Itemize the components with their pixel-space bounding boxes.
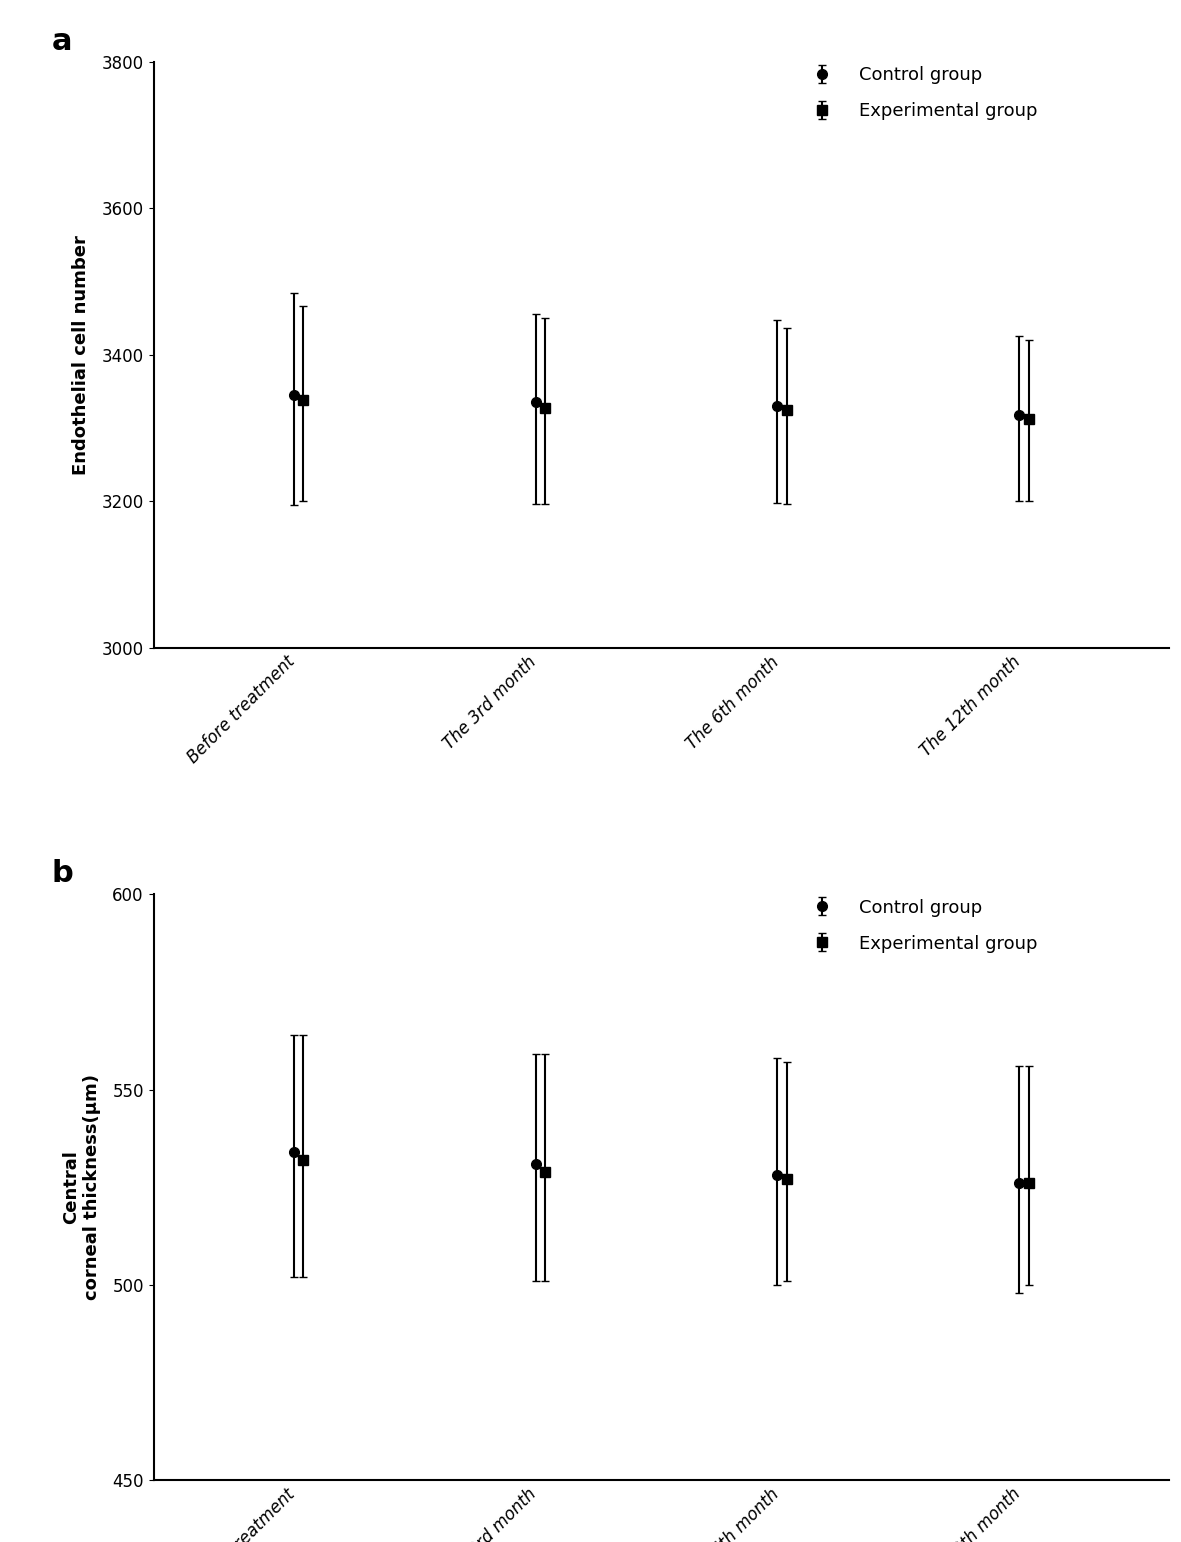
Y-axis label: Endothelial cell number: Endothelial cell number bbox=[72, 234, 91, 475]
Text: a: a bbox=[52, 26, 72, 56]
Legend: Control group, Experimental group: Control group, Experimental group bbox=[792, 891, 1045, 961]
Legend: Control group, Experimental group: Control group, Experimental group bbox=[792, 59, 1045, 128]
Text: b: b bbox=[52, 859, 73, 888]
Y-axis label: Central
corneal thickness(μm): Central corneal thickness(μm) bbox=[63, 1075, 102, 1300]
